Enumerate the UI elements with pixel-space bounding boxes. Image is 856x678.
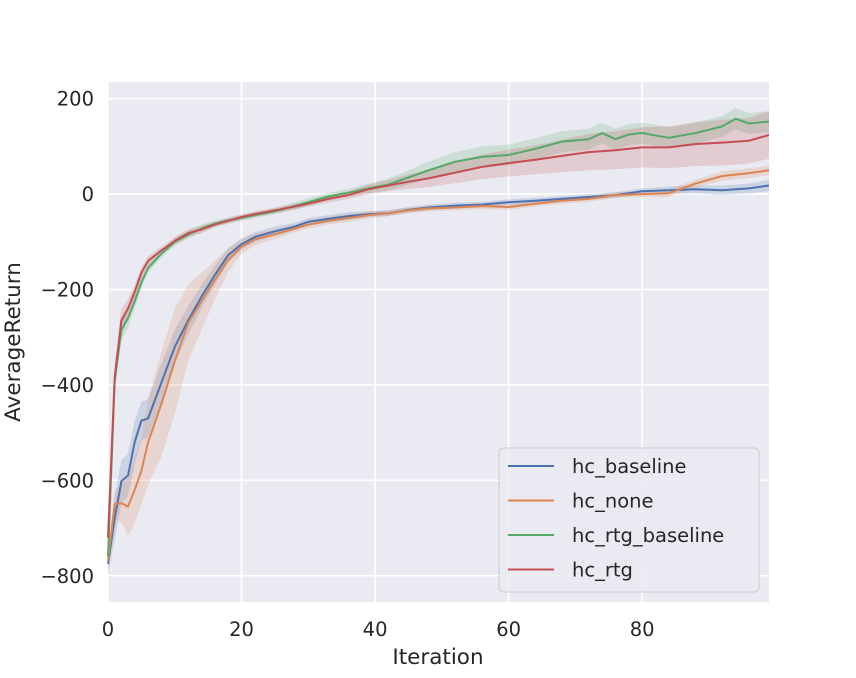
y-tick-labels: −800 −600 −400 −200 0 200 [40, 88, 94, 588]
series-lines [107, 117, 770, 564]
legend-label: hc_rtg [572, 559, 633, 582]
y-tick-label: −600 [40, 469, 94, 492]
y-tick-label: 200 [57, 88, 94, 111]
legend-label: hc_rtg_baseline [572, 524, 724, 547]
hc_rtg-line [107, 134, 770, 538]
x-tick-label: 20 [229, 618, 254, 641]
legend-label: hc_baseline [572, 455, 687, 478]
x-axis-label: Iteration [392, 645, 483, 670]
y-tick-label: −800 [40, 565, 94, 588]
confidence-bands [108, 108, 769, 576]
y-tick-label: −400 [40, 374, 94, 397]
hc_rtg-band [108, 111, 769, 552]
legend-label: hc_none [572, 490, 653, 513]
x-tick-label: 80 [630, 618, 655, 641]
hc_none-line [107, 169, 770, 562]
x-tick-label: 60 [496, 618, 521, 641]
x-tick-labels: 0 20 40 60 80 [102, 618, 655, 641]
hc_rtg_baseline-line [107, 117, 770, 557]
y-axis-label: AverageReturn [1, 262, 26, 422]
y-tick-label: −200 [40, 279, 94, 302]
legend-box [498, 447, 760, 593]
legend: hc_baseline hc_none hc_rtg_baseline hc_rtg [498, 447, 760, 593]
y-tick-label: 0 [82, 183, 94, 206]
x-tick-label: 40 [363, 618, 388, 641]
x-tick-label: 0 [102, 618, 114, 641]
